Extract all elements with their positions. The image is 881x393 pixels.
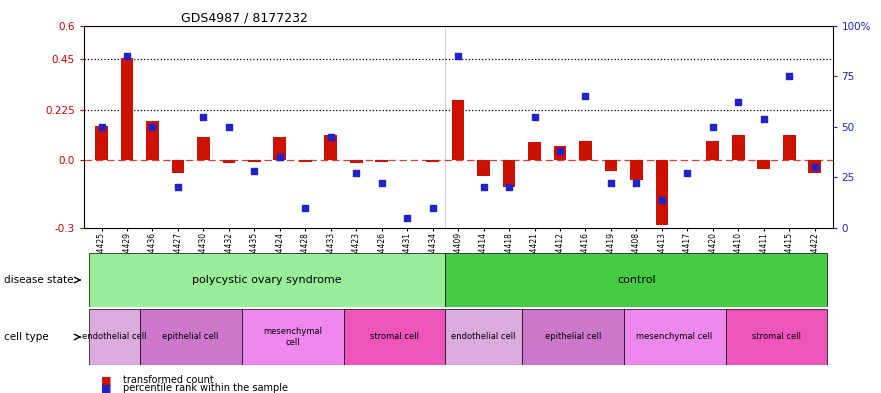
Point (757, 116, 771, 122)
Point (808, 164, 822, 171)
Point (222, 123, 236, 130)
Bar (732, 135, 744, 160)
Bar (248, 160, 261, 162)
Bar (344, 309, 446, 365)
Text: epithelial cell: epithelial cell (162, 332, 218, 342)
Bar (426, 160, 439, 162)
Bar (299, 160, 312, 162)
Point (145, 123, 159, 130)
Point (579, 93, 593, 99)
Point (171, 184, 185, 191)
Point (528, 114, 542, 120)
Bar (604, 160, 618, 171)
Bar (375, 160, 388, 162)
Bar (140, 309, 241, 365)
Text: epithelial cell: epithelial cell (544, 332, 601, 342)
Text: stromal cell: stromal cell (752, 332, 801, 342)
Bar (655, 160, 669, 224)
Point (603, 180, 618, 187)
Bar (783, 135, 796, 160)
Point (731, 99, 745, 106)
Text: cell type: cell type (4, 332, 49, 342)
Text: endothelial cell: endothelial cell (451, 332, 516, 342)
Text: mesenchymal cell: mesenchymal cell (636, 332, 713, 342)
Bar (809, 160, 821, 173)
Point (680, 170, 694, 176)
Bar (446, 253, 827, 307)
Text: percentile rank within the sample: percentile rank within the sample (123, 383, 288, 393)
Point (248, 168, 262, 174)
Text: ■: ■ (101, 383, 112, 393)
Bar (172, 160, 184, 173)
Bar (529, 143, 541, 160)
Text: endothelial cell: endothelial cell (82, 332, 146, 342)
Point (629, 180, 643, 187)
Bar (758, 160, 770, 169)
Point (553, 148, 567, 154)
Point (349, 170, 363, 176)
Text: transformed count: transformed count (123, 375, 214, 386)
Bar (95, 126, 107, 160)
Bar (522, 309, 624, 365)
Point (502, 184, 516, 191)
Bar (223, 160, 235, 163)
Bar (241, 309, 344, 365)
Bar (324, 135, 337, 160)
Bar (726, 309, 827, 365)
Bar (146, 121, 159, 160)
Bar (503, 160, 515, 187)
Bar (273, 137, 286, 160)
Point (477, 184, 491, 191)
Bar (624, 309, 726, 365)
Bar (630, 160, 643, 180)
Point (400, 215, 414, 221)
Bar (446, 309, 522, 365)
Text: stromal cell: stromal cell (370, 332, 419, 342)
Bar (89, 309, 140, 365)
Text: disease state: disease state (4, 275, 74, 285)
Point (782, 73, 796, 79)
Point (451, 53, 465, 59)
Bar (89, 253, 446, 307)
Point (196, 114, 211, 120)
Bar (579, 141, 592, 160)
Text: mesenchymal
cell: mesenchymal cell (263, 327, 322, 347)
Bar (707, 141, 719, 160)
Point (655, 196, 669, 203)
Point (120, 53, 134, 59)
Text: GDS4987 / 8177232: GDS4987 / 8177232 (181, 11, 308, 24)
Point (323, 134, 337, 140)
Point (299, 204, 313, 211)
Text: ■: ■ (101, 375, 112, 386)
Bar (553, 146, 566, 160)
Text: control: control (617, 275, 655, 285)
Point (374, 180, 389, 187)
Point (426, 204, 440, 211)
Point (706, 123, 720, 130)
Bar (478, 160, 490, 176)
Text: polycystic ovary syndrome: polycystic ovary syndrome (192, 275, 342, 285)
Bar (197, 137, 210, 160)
Bar (452, 100, 464, 160)
Point (273, 154, 287, 160)
Point (94, 123, 108, 130)
Bar (121, 58, 133, 160)
Bar (350, 160, 363, 163)
